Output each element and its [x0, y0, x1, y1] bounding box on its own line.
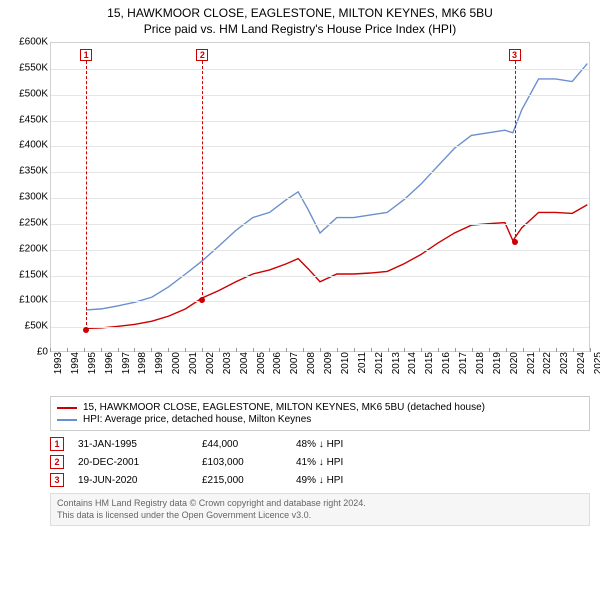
plot-svg: [51, 43, 589, 351]
x-tick-label: 2005: [256, 352, 267, 374]
gridline: [51, 301, 589, 302]
x-tick-label: 2002: [205, 352, 216, 374]
sale-marker-box: 1: [80, 49, 92, 61]
sale-marker-dash: [86, 61, 87, 330]
x-tick-label: 2011: [357, 352, 368, 374]
sale-diff: 41% ↓ HPI: [296, 457, 343, 468]
x-tick-label: 2013: [391, 352, 402, 374]
gridline: [51, 224, 589, 225]
legend-label: HPI: Average price, detached house, Milt…: [83, 414, 311, 425]
legend-label: 15, HAWKMOOR CLOSE, EAGLESTONE, MILTON K…: [83, 402, 485, 413]
sale-diff: 49% ↓ HPI: [296, 475, 343, 486]
y-tick-label: £300K: [19, 192, 48, 203]
legend-swatch: [57, 419, 77, 421]
sale-price: £103,000: [202, 457, 282, 468]
y-tick-label: £400K: [19, 140, 48, 151]
legend-swatch: [57, 407, 77, 409]
x-tick-label: 2019: [492, 352, 503, 374]
gridline: [51, 327, 589, 328]
x-tick-label: 2025: [593, 352, 600, 374]
gridline: [51, 146, 589, 147]
gridline: [51, 121, 589, 122]
sale-date: 19-JUN-2020: [78, 475, 188, 486]
x-tick-label: 2001: [188, 352, 199, 374]
y-tick-label: £50K: [25, 321, 48, 332]
footnote: Contains HM Land Registry data © Crown c…: [50, 493, 590, 526]
x-tick-label: 2016: [441, 352, 452, 374]
x-tick-label: 2020: [509, 352, 520, 374]
x-tick-label: 2010: [340, 352, 351, 374]
sale-marker-box: 3: [509, 49, 521, 61]
y-tick-label: £350K: [19, 166, 48, 177]
sale-diff: 48% ↓ HPI: [296, 439, 343, 450]
x-tick-label: 2009: [323, 352, 334, 374]
sale-badge: 1: [50, 437, 64, 451]
footnote-line-2: This data is licensed under the Open Gov…: [57, 510, 583, 522]
sale-price: £44,000: [202, 439, 282, 450]
x-tick-label: 2007: [289, 352, 300, 374]
y-axis: £0£50K£100K£150K£200K£250K£300K£350K£400…: [10, 42, 50, 352]
x-tick-label: 2024: [576, 352, 587, 374]
x-tick-label: 2008: [306, 352, 317, 374]
sale-date: 20-DEC-2001: [78, 457, 188, 468]
y-tick-label: £0: [37, 347, 48, 358]
x-tick-label: 1995: [87, 352, 98, 374]
x-tick-label: 1996: [104, 352, 115, 374]
legend-row: HPI: Average price, detached house, Milt…: [57, 414, 583, 425]
sale-marker-dash: [515, 61, 516, 242]
sale-row: 2 20-DEC-2001 £103,000 41% ↓ HPI: [50, 455, 590, 469]
y-tick-label: £500K: [19, 88, 48, 99]
sale-badge: 2: [50, 455, 64, 469]
x-tick-label: 1994: [70, 352, 81, 374]
x-tick-label: 2014: [407, 352, 418, 374]
x-tick-label: 2022: [542, 352, 553, 374]
title-line-1: 15, HAWKMOOR CLOSE, EAGLESTONE, MILTON K…: [0, 6, 600, 20]
x-tick-label: 1993: [53, 352, 64, 374]
gridline: [51, 95, 589, 96]
x-tick-label: 2018: [475, 352, 486, 374]
y-tick-label: £250K: [19, 217, 48, 228]
y-tick-label: £600K: [19, 37, 48, 48]
sale-price: £215,000: [202, 475, 282, 486]
legend-row: 15, HAWKMOOR CLOSE, EAGLESTONE, MILTON K…: [57, 402, 583, 413]
x-tick-label: 2000: [171, 352, 182, 374]
gridline: [51, 69, 589, 70]
x-tick-label: 1997: [121, 352, 132, 374]
gridline: [51, 276, 589, 277]
y-tick-label: £100K: [19, 295, 48, 306]
gridline: [51, 198, 589, 199]
sale-row: 3 19-JUN-2020 £215,000 49% ↓ HPI: [50, 473, 590, 487]
x-tick-label: 2015: [424, 352, 435, 374]
x-tick-label: 2017: [458, 352, 469, 374]
series-hpi: [86, 64, 587, 310]
legend: 15, HAWKMOOR CLOSE, EAGLESTONE, MILTON K…: [50, 396, 590, 431]
title-line-2: Price paid vs. HM Land Registry's House …: [0, 22, 600, 36]
x-tick-label: 2012: [374, 352, 385, 374]
sale-row: 1 31-JAN-1995 £44,000 48% ↓ HPI: [50, 437, 590, 451]
chart-area: £0£50K£100K£150K£200K£250K£300K£350K£400…: [10, 42, 590, 352]
y-tick-label: £550K: [19, 62, 48, 73]
sale-badge: 3: [50, 473, 64, 487]
x-tick-label: 1999: [154, 352, 165, 374]
footnote-line-1: Contains HM Land Registry data © Crown c…: [57, 498, 583, 510]
sales-table: 1 31-JAN-1995 £44,000 48% ↓ HPI 2 20-DEC-2001…: [50, 437, 590, 487]
x-tick-label: 2004: [239, 352, 250, 374]
sale-marker-box: 2: [196, 49, 208, 61]
x-tick-label: 2003: [222, 352, 233, 374]
x-axis: 1993 1994 1995 1996 1997 1998 1999 2000 2001 2002…: [50, 352, 590, 388]
gridline: [51, 172, 589, 173]
x-tick-label: 1998: [137, 352, 148, 374]
x-tick-label: 2006: [272, 352, 283, 374]
y-tick-label: £150K: [19, 269, 48, 280]
sale-marker-dot: [512, 239, 518, 245]
y-tick-label: £450K: [19, 114, 48, 125]
sale-date: 31-JAN-1995: [78, 439, 188, 450]
x-tick-label: 2023: [559, 352, 570, 374]
y-tick-label: £200K: [19, 243, 48, 254]
sale-marker-dash: [202, 61, 203, 300]
plot-area: 1 2 3: [50, 42, 590, 352]
gridline: [51, 250, 589, 251]
x-tick-label: 2021: [526, 352, 537, 374]
